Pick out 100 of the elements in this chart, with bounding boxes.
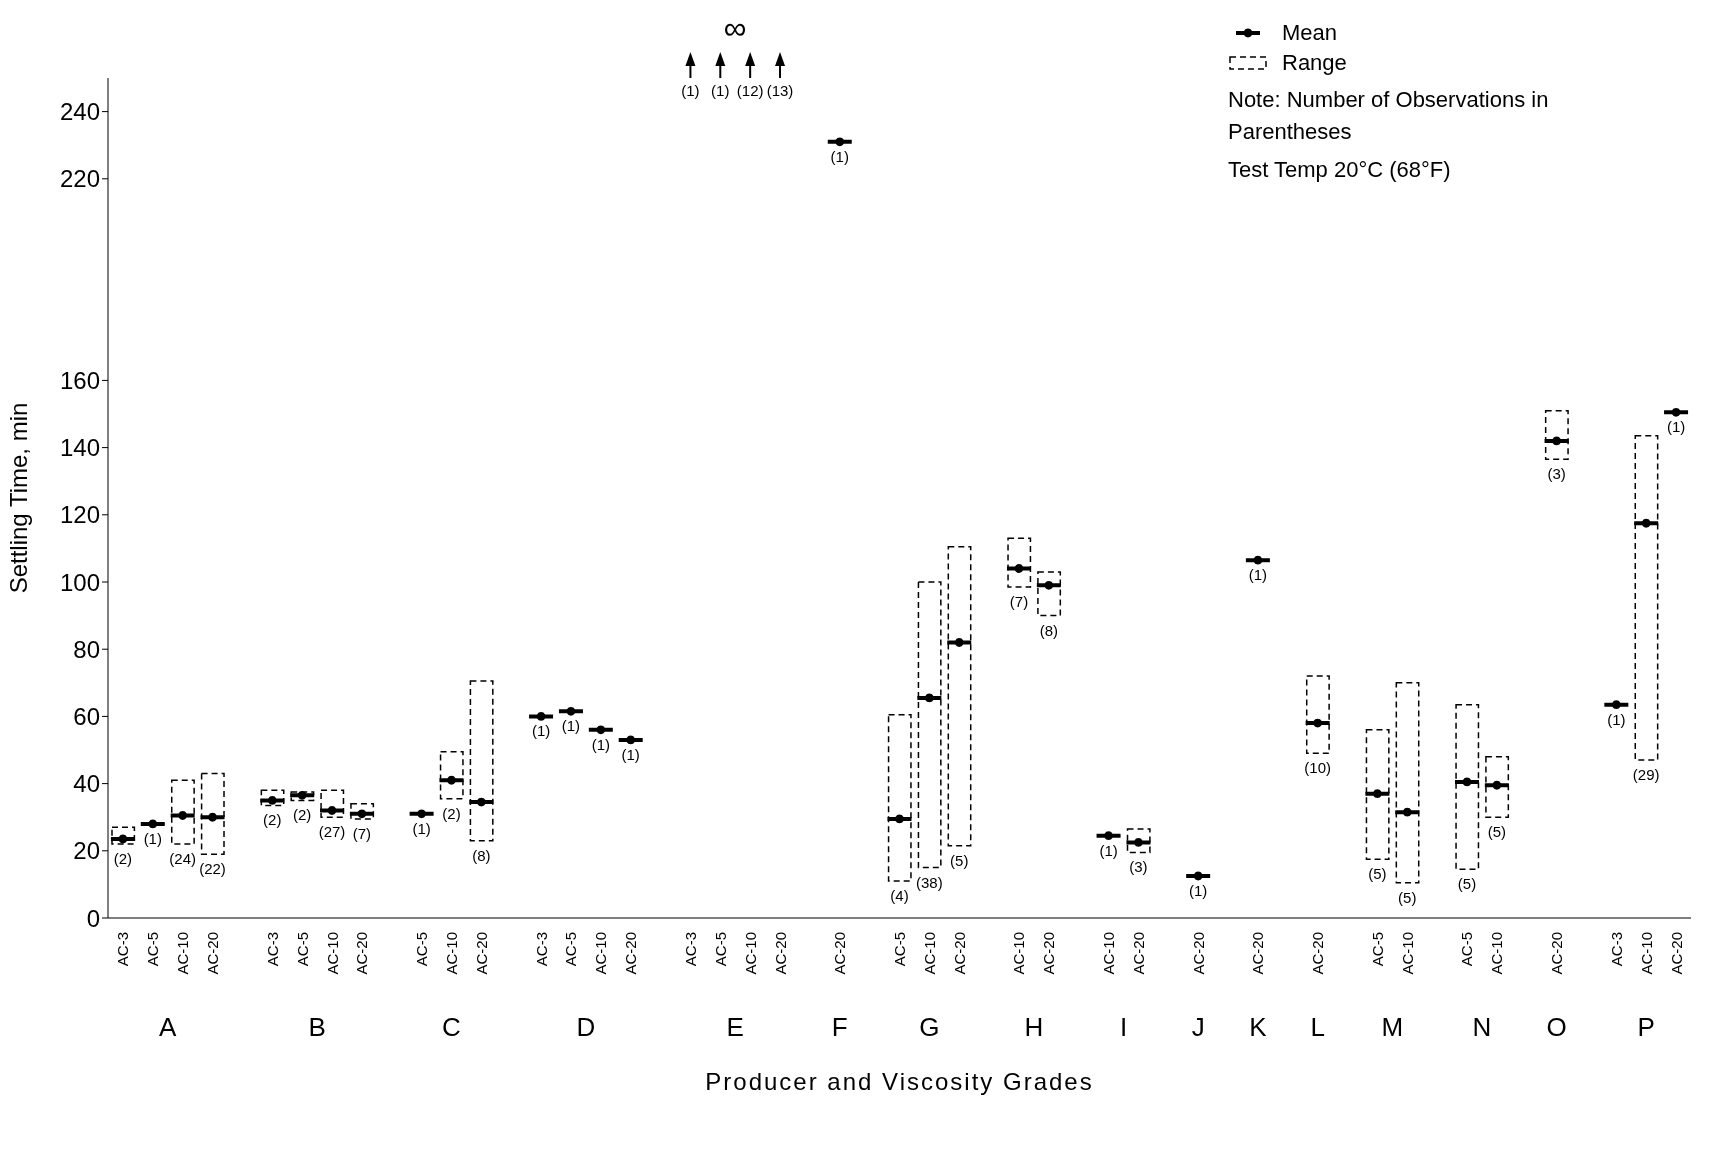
x-tick-label: AC-10 — [1637, 932, 1655, 975]
text: L — [1309, 1012, 1326, 1043]
annotation: (4) — [890, 887, 909, 905]
bar — [1485, 755, 1510, 818]
x-tick-label: AC-10 — [174, 932, 192, 975]
x-tick-label: AC-5 — [891, 932, 908, 967]
x-tick-label: AC-3 — [114, 932, 132, 967]
text: A — [158, 1012, 178, 1043]
x-tick-label: AC-20 — [204, 932, 222, 975]
annotation: (38) — [916, 873, 943, 891]
x-tick-label: AC-3 — [263, 932, 281, 967]
x-tick-label: AC-10 — [442, 932, 460, 975]
annotation: (1) — [681, 82, 700, 99]
x-tick-label: AC-3 — [1607, 932, 1625, 967]
text: N — [1471, 1012, 1493, 1043]
bar — [917, 581, 942, 869]
x-tick-label: AC-20 — [622, 932, 640, 975]
y-tick-label: 20 — [73, 837, 100, 865]
x-tick-label: AC-20 — [1040, 932, 1058, 975]
annotation: (2) — [292, 806, 312, 824]
y-tick-label: 80 — [73, 635, 100, 663]
y-tick-label: 240 — [59, 98, 100, 126]
x-tick-label: AC-5 — [562, 932, 580, 967]
y-tick-label: 40 — [73, 770, 100, 798]
bar — [1126, 828, 1151, 854]
bar — [887, 713, 912, 882]
x-tick-label: AC-5 — [144, 932, 162, 967]
annotation: (1) — [591, 735, 610, 753]
text: M — [1380, 1012, 1405, 1043]
text: P — [1636, 1012, 1656, 1043]
annotation: (13) — [766, 82, 794, 99]
y-tick-label: 140 — [59, 434, 100, 462]
bar — [1395, 682, 1420, 884]
bar — [1455, 703, 1480, 871]
x-tick-label: AC-20 — [353, 932, 371, 975]
x-tick-label: AC-20 — [950, 932, 968, 975]
bar — [469, 680, 494, 842]
bar — [320, 789, 345, 818]
y-tick-label: 220 — [59, 165, 100, 193]
text: ∞ — [722, 10, 748, 47]
annotation: (3) — [1129, 858, 1148, 876]
text: D — [575, 1012, 597, 1043]
annotation: (1) — [1666, 418, 1686, 436]
x-tick-label: AC-5 — [711, 932, 729, 967]
annotation: (1) — [412, 819, 431, 837]
x-tick-label: AC-5 — [1458, 932, 1476, 967]
x-tick-label: AC-3 — [681, 932, 699, 967]
annotation: (10) — [1304, 759, 1331, 777]
x-tick-label: AC-20 — [1249, 932, 1267, 975]
annotation: Note: Number of Observations in Parentheses — [1228, 86, 1550, 146]
x-tick-label: AC-5 — [1368, 932, 1386, 967]
bar — [1544, 409, 1569, 461]
text: B — [307, 1012, 327, 1043]
annotation: (22) — [199, 860, 226, 878]
annotation: (5) — [1457, 875, 1477, 893]
annotation: (5) — [1368, 865, 1387, 883]
annotation: (12) — [736, 82, 764, 99]
x-tick-label: AC-10 — [1010, 932, 1028, 975]
x-tick-label: AC-10 — [1398, 932, 1416, 975]
annotation: (1) — [531, 722, 551, 740]
annotation: (3) — [1547, 465, 1566, 483]
annotation: (1) — [711, 82, 730, 99]
y-tick-label: 60 — [73, 702, 100, 730]
bar — [200, 772, 225, 855]
text: E — [725, 1012, 745, 1043]
text: I — [1118, 1012, 1129, 1043]
x-tick-label: AC-20 — [831, 932, 849, 975]
y-axis-title: Settling Time, min — [4, 402, 32, 594]
annotation: (24) — [169, 850, 197, 868]
y-tick-label: 0 — [86, 904, 100, 932]
bar — [350, 803, 375, 820]
x-tick-label: AC-20 — [472, 932, 490, 975]
text: O — [1545, 1012, 1568, 1043]
annotation: (2) — [113, 850, 133, 868]
x-tick-label: AC-5 — [293, 932, 311, 967]
bar — [170, 779, 195, 845]
annotation: (1) — [830, 147, 849, 165]
x-tick-label: AC-20 — [1667, 932, 1685, 975]
annotation: (1) — [1248, 566, 1268, 584]
text: G — [918, 1012, 941, 1043]
annotation: (1) — [143, 829, 162, 847]
annotation: Test Temp 20°C (68°F) — [1228, 156, 1452, 184]
annotation: (7) — [1009, 593, 1029, 611]
text: J — [1190, 1012, 1206, 1043]
x-tick-label: AC-20 — [1129, 932, 1147, 975]
bar — [111, 826, 136, 845]
annotation: (7) — [352, 824, 372, 842]
annotation: (2) — [442, 804, 461, 822]
legend-label: Mean — [1282, 20, 1338, 46]
text: K — [1248, 1012, 1268, 1043]
x-tick-label: AC-10 — [323, 932, 341, 975]
bar — [1305, 675, 1330, 755]
x-tick-label: AC-10 — [920, 932, 938, 975]
annotation: (8) — [472, 846, 491, 864]
annotation: (1) — [561, 717, 581, 735]
x-axis-title: Producer and Viscosity Grades — [704, 1068, 1095, 1096]
annotation: (1) — [1607, 710, 1626, 728]
x-tick-label: AC-20 — [1548, 932, 1566, 975]
x-tick-label: AC-10 — [1488, 932, 1506, 975]
x-tick-label: AC-10 — [592, 932, 610, 975]
